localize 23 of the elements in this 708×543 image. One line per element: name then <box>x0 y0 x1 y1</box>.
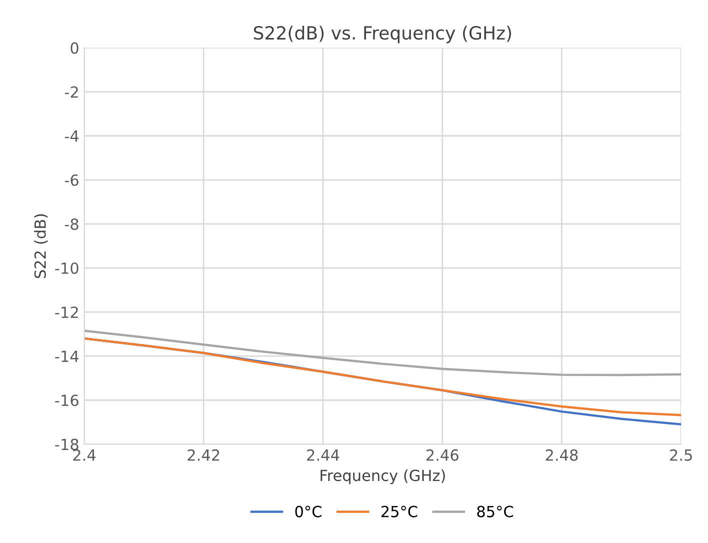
x-tick-label: 2.5 <box>670 449 692 461</box>
y-tick-label: -16 <box>55 394 78 406</box>
x-tick-label: 2.44 <box>307 449 340 461</box>
x-tick-label: 2.48 <box>546 449 578 461</box>
y-tick-label: -18 <box>55 438 78 450</box>
chart-title: S22(dB) vs. Frequency (GHz) <box>254 26 512 44</box>
y-tick-label: -4 <box>64 130 79 142</box>
x-axis-title: Frequency (GHz) <box>320 469 445 484</box>
y-tick-label: -10 <box>55 262 78 274</box>
x-tick-label: 2.42 <box>188 449 220 461</box>
y-tick-label: -8 <box>64 218 78 230</box>
x-tick-label: 2.46 <box>426 449 458 461</box>
y-tick-label: -12 <box>55 306 78 318</box>
y-tick-label: -6 <box>64 174 78 186</box>
legend-label: 85°C <box>477 506 514 518</box>
x-tick-label: 2.4 <box>73 449 96 461</box>
y-tick-label: 0 <box>70 42 78 54</box>
line-series <box>84 330 682 376</box>
y-axis-title: S22 (dB) <box>34 214 48 278</box>
legend-label: 25°C <box>381 506 418 518</box>
y-tick-label: -2 <box>64 86 78 98</box>
y-tick-label: -14 <box>55 350 79 362</box>
legend-label: 0°C <box>295 506 322 518</box>
